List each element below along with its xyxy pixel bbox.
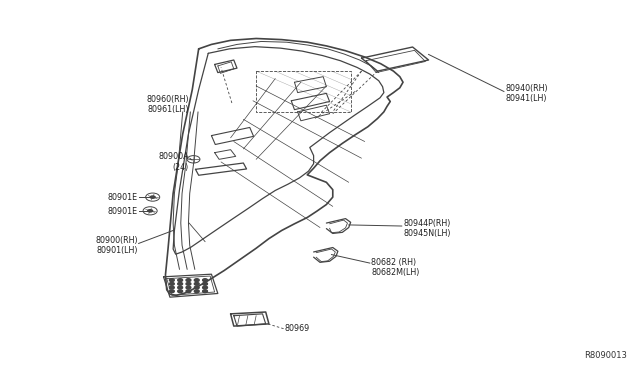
Circle shape (203, 286, 207, 289)
Circle shape (195, 279, 199, 282)
Text: 80682 (RH)
80682M(LH): 80682 (RH) 80682M(LH) (371, 258, 419, 277)
Circle shape (170, 290, 174, 293)
Circle shape (170, 279, 174, 282)
Text: 80901E: 80901E (108, 193, 138, 202)
Circle shape (203, 282, 207, 285)
Text: 80960(RH)
80961(LH): 80960(RH) 80961(LH) (147, 95, 189, 114)
Circle shape (203, 279, 207, 282)
Circle shape (195, 290, 199, 293)
Circle shape (178, 290, 182, 293)
Text: 80900(RH)
80901(LH): 80900(RH) 80901(LH) (95, 235, 138, 255)
Text: 80901E: 80901E (108, 208, 138, 217)
Circle shape (203, 290, 207, 293)
Circle shape (195, 286, 199, 289)
Circle shape (195, 282, 199, 285)
Text: 80969: 80969 (285, 324, 310, 333)
Circle shape (170, 286, 174, 289)
Text: 80900A
(24): 80900A (24) (159, 152, 189, 171)
Circle shape (186, 282, 191, 285)
Circle shape (178, 279, 182, 282)
Circle shape (147, 209, 154, 213)
Circle shape (178, 282, 182, 285)
Circle shape (170, 282, 174, 285)
Circle shape (186, 290, 191, 293)
Text: 80944P(RH)
80945N(LH): 80944P(RH) 80945N(LH) (403, 219, 451, 238)
Circle shape (150, 195, 156, 199)
Circle shape (186, 286, 191, 289)
Circle shape (178, 286, 182, 289)
Text: R8090013: R8090013 (584, 351, 627, 360)
Circle shape (186, 279, 191, 282)
Text: 80940(RH)
80941(LH): 80940(RH) 80941(LH) (505, 84, 548, 103)
